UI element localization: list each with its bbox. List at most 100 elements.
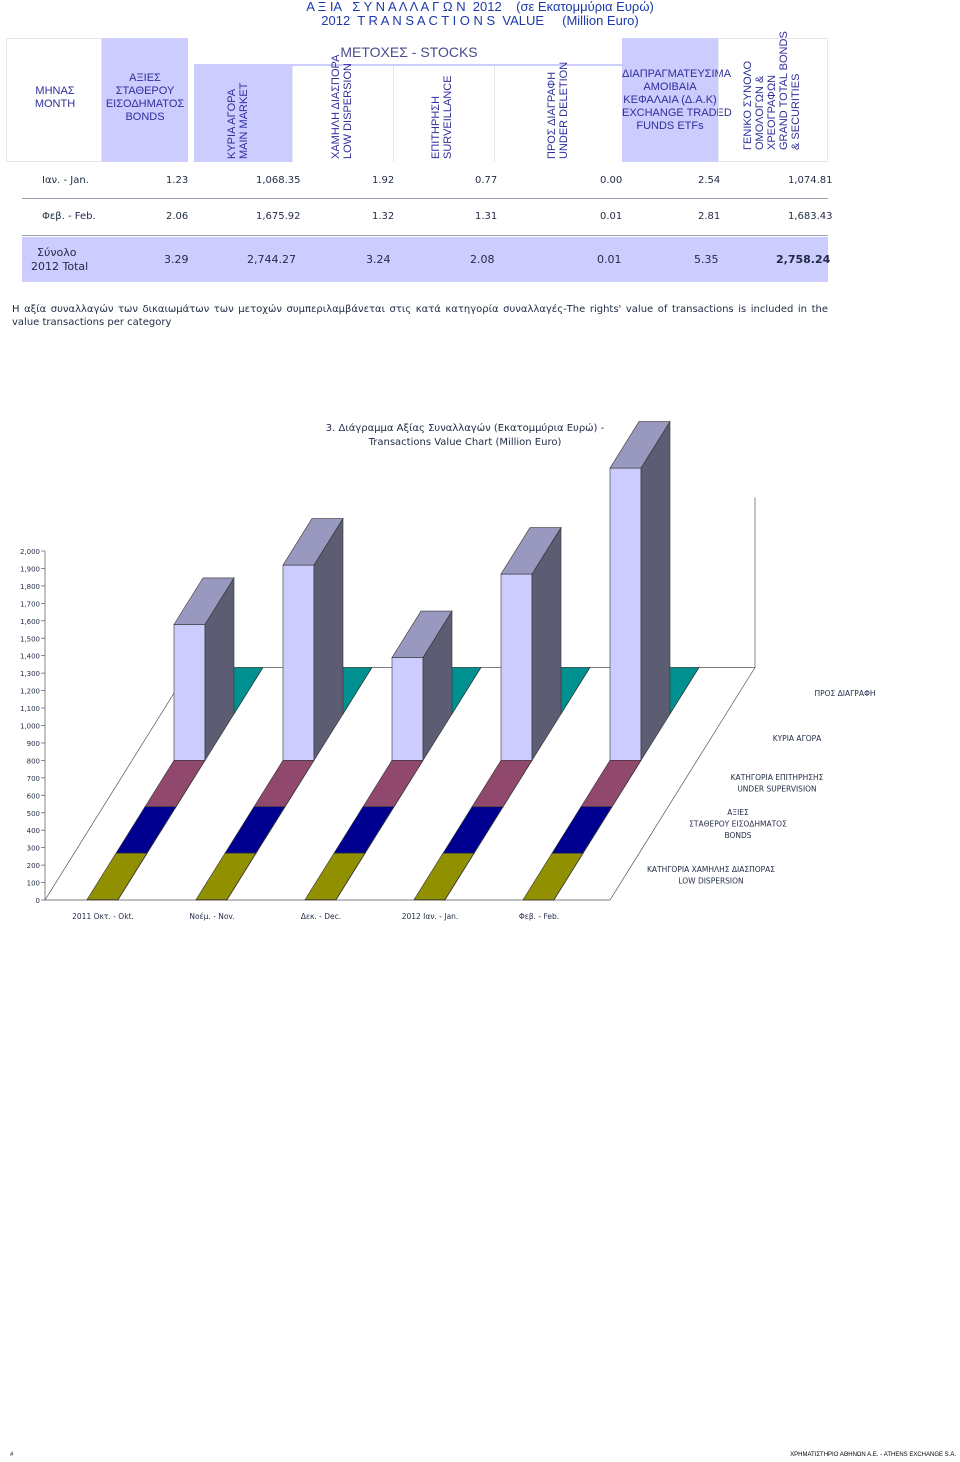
y-tick-label: 1,900 (20, 565, 40, 573)
chart: 0 100 200 300 400 500 600 700 800 900 1,000 1,100 1,… (20, 420, 876, 921)
header-low-dispersion-label: ΧΑΜΗΛΗ ΔΙΑΣΠΟΡΑ LOW DISPERSION (330, 54, 354, 159)
title-line-1: Α Ξ ΙΑ Σ Υ Ν Α Λ Λ Α Γ Ω Ν 2012 (σε Εκατ… (306, 0, 654, 14)
y-tick-label: 2,000 (20, 548, 40, 556)
header-month: ΜΗΝΑΣ MONTH (6, 38, 102, 162)
header-etfs: ΔΙΑΠΡΑΓΜΑΤΕΥΣΙΜΑ ΑΜΟΙΒΑΙΑ ΚΕΦΑΛΑΙΑ (Δ.Α.… (622, 38, 732, 162)
chart-title: 3. Διάγραμμα Αξίας Συναλλαγών (Εκατομμύρ… (300, 422, 630, 450)
y-tick-label: 0 (36, 897, 40, 905)
total-row-bg (22, 237, 828, 282)
cell-surv: 1.31 (475, 211, 498, 222)
x-tick-label: Φεβ. - Feb. (519, 912, 559, 921)
page-title: Α Ξ ΙΑ Σ Υ Ν Α Λ Λ Α Γ Ω Ν 2012 (σε Εκατ… (0, 0, 960, 28)
bar (413, 852, 475, 902)
cell-low: 1.32 (372, 211, 395, 222)
footnote: Η αξία συναλλαγών των δικαιωμάτων των με… (12, 304, 828, 328)
cell-etf: 2.54 (698, 175, 721, 186)
bar-side (313, 517, 344, 762)
bar (304, 852, 366, 902)
cell-main: 1,068.35 (256, 175, 301, 186)
y-tick-label: 1,500 (20, 635, 40, 643)
bar-front (391, 657, 424, 761)
bar-front (173, 624, 206, 761)
y-tick-label: 200 (27, 862, 40, 870)
header-grand-total-label: ΓΕΝΙΚΟ ΣΥΝΟΛΟ ΟΜΟΛΟΓΩΝ & ΧΡΕΟΓΡΑΦΩΝ GRAN… (742, 31, 802, 150)
header-grand-total (718, 38, 828, 162)
bar-side (233, 667, 264, 715)
bar-front (282, 564, 315, 761)
x-tick-label: Δεκ. - Dec. (301, 912, 341, 921)
bar-side (553, 852, 584, 902)
footer-right: ΧΡΗΜΑΤΙΣΤΗΡΙΟ ΑΘΗΝΩΝ Α.Ε. - ATHENS EXCHA… (790, 1452, 956, 1458)
bar (522, 852, 584, 902)
cell-total: 1,683.43 (788, 211, 833, 222)
y-tick-label: 300 (27, 845, 40, 853)
bar (391, 609, 453, 762)
cell-bonds: 1.23 (166, 175, 189, 186)
y-tick-label: 1,000 (20, 723, 40, 731)
bar (609, 420, 671, 762)
total-del: 0.01 (597, 253, 622, 266)
legend-entry: ΚΥΡΙΑ ΑΓΟΡΑ (773, 734, 822, 743)
total-low: 3.24 (366, 253, 391, 266)
x-tick-label: 2011 Οκτ. - Okt. (72, 912, 134, 921)
x-tick-label: Νοέμ. - Nov. (189, 912, 234, 921)
header-month-label: ΜΗΝΑΣ MONTH (34, 85, 76, 110)
total-label-1: Σύνολο (37, 246, 77, 259)
cell-del: 0.00 (600, 175, 623, 186)
bar-side (444, 852, 475, 902)
legend-entry: ΠΡΟΣ ΔΙΑΓΡΑΦΗ (814, 689, 875, 698)
legend-line: ΣΤΑΘΕΡΟΥ ΕΙΣΟΔΗΜΑΤΟΣ (689, 820, 787, 829)
legend-line: ΚΑΤΗΓΟΡΙΑ ΧΑΜΗΛΗΣ ΔΙΑΣΠΟΡΑΣ (647, 865, 775, 874)
y-tick-label: 1,200 (20, 688, 40, 696)
bar (86, 852, 148, 902)
legend-line: BONDS (724, 831, 751, 840)
title-line-2: 2012 T R A N S A C T I O N S VALUE (Mill… (321, 13, 639, 28)
cell-main: 1,675.92 (256, 211, 301, 222)
y-tick-label: 1,300 (20, 670, 40, 678)
total-surv: 2.08 (470, 253, 495, 266)
cell-month: Ιαν. - Jan. (42, 175, 89, 186)
bar-side (451, 667, 482, 715)
y-tick-label: 900 (27, 740, 40, 748)
legend-line: ΚΥΡΙΑ ΑΓΟΡΑ (773, 734, 822, 743)
footer-left: # (10, 1452, 14, 1458)
header-bonds-label: ΑΞΙΕΣ ΣΤΑΘΕΡΟΥ ΕΙΣΟΔΗΜΑΤΟΣ BONDS (105, 72, 185, 123)
legend-line: LOW DISPERSION (678, 877, 743, 886)
cell-bonds: 2.06 (166, 211, 189, 222)
legend-entry: ΚΑΤΗΓΟΡΙΑ ΕΠΙΤΗΡΗΣΗΣ UNDER SUPERVISION (731, 773, 824, 794)
cell-low: 1.92 (372, 175, 395, 186)
chart-title-line-1: 3. Διάγραμμα Αξίας Συναλλαγών (Εκατομμύρ… (325, 423, 605, 434)
header-main-market (194, 66, 292, 162)
header-under-deletion-label: ΠΡΟΣ ΔΙΑΓΡΑΦΗ UNDER DELETION (546, 61, 570, 159)
y-tick-label: 700 (27, 775, 40, 783)
table-header: ΜΗΝΑΣ MONTH ΑΞΙΕΣ ΣΤΑΘΕΡΟΥ ΕΙΣΟΔΗΜΑΤΟΣ B… (6, 31, 828, 162)
y-tick-label: 800 (27, 757, 40, 765)
legend-entry: ΑΞΙΕΣ ΣΤΑΘΕΡΟΥ ΕΙΣΟΔΗΜΑΤΟΣ BONDS (689, 808, 787, 840)
total-main: 2,744.27 (247, 253, 296, 266)
bar-side (226, 852, 257, 902)
row-divider (22, 235, 828, 236)
legend-line: UNDER SUPERVISION (737, 785, 816, 794)
header-stocks-underline (194, 64, 624, 66)
header-stocks: ΜΕΤΟΧΕΣ - STOCKS (340, 44, 478, 60)
x-tick-label: 2012 Ιαν. - Jan. (402, 912, 459, 921)
bar-side (560, 667, 591, 715)
bar (195, 852, 257, 902)
legend-line: ΑΞΙΕΣ (727, 808, 749, 817)
header-surveillance-label: ΕΠΙΤΗΡΗΣΗ SURVEILLANCE (430, 75, 454, 159)
total-grand: 2,758.24 (776, 253, 831, 266)
y-tick-label: 500 (27, 810, 40, 818)
y-tick-label: 1,100 (20, 705, 40, 713)
cell-etf: 2.81 (698, 211, 721, 222)
y-tick-label: 600 (27, 792, 40, 800)
total-label-2: 2012 Total (31, 260, 89, 273)
bar (500, 526, 562, 762)
bar (173, 576, 235, 762)
y-tick-label: 100 (27, 880, 40, 888)
cell-surv: 0.77 (475, 175, 498, 186)
y-tick-label: 1,400 (20, 653, 40, 661)
header-low-dispersion (292, 66, 394, 162)
y-tick-label: 1,700 (20, 600, 40, 608)
y-tick-label: 1,800 (20, 583, 40, 591)
chart-title-line-2: Transactions Value Chart (Million Euro) (368, 437, 562, 448)
